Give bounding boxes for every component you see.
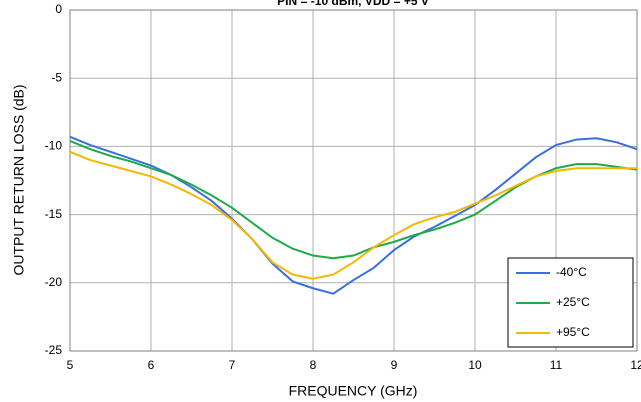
y-axis-label: OUTPUT RETURN LOSS (dB) [11,84,27,275]
data-line [69,150,637,280]
y-tick-label: 0 [55,2,62,16]
x-tick-label: 8 [310,358,317,372]
chart-title: PIN = -10 dBm, VDD = +5 V [277,0,429,8]
x-tick-label: 10 [468,358,482,372]
legend-label: +95°C [556,325,590,339]
y-tick-label: -25 [45,343,63,357]
y-tick-label: -10 [45,139,63,153]
y-tick-label: -5 [51,70,62,84]
x-tick-label: 9 [391,358,398,372]
x-tick-label: 6 [148,358,155,372]
x-tick-label: 12 [630,358,641,372]
x-tick-label: 5 [67,358,74,372]
x-tick-label: 11 [550,358,563,372]
y-tick-label: -15 [45,207,63,221]
legend-label: +25°C [556,295,590,309]
legend-label: -40°C [556,265,587,279]
x-tick-label: 7 [229,358,236,372]
y-tick-label: -20 [45,275,63,289]
plot-frame [69,9,638,352]
x-axis-label: FREQUENCY (GHz) [289,383,418,399]
data-line [69,140,638,260]
